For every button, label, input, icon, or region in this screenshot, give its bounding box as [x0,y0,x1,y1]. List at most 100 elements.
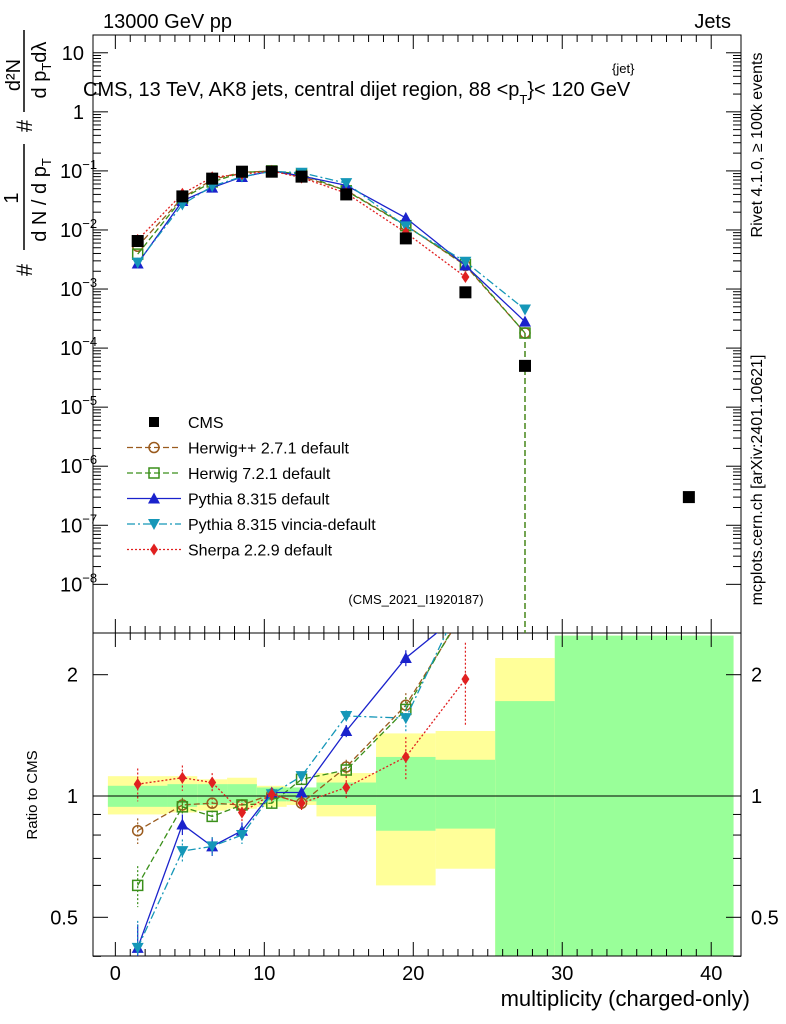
ratio-point-series-4 [401,750,410,763]
title-sup: {jet} [612,61,635,76]
main-ylabel: # 1 d N / d pT # d²N d pTdλ [1,30,54,276]
ratio-point-series-0 [131,824,144,837]
title-suffix: }< 120 GeV [527,79,631,101]
band-inner-3 [227,784,257,804]
main-point-series-2 [399,211,412,223]
main-line-series-1 [137,170,526,334]
legend-label-4: Pythia 8.315 vincia-default [188,517,376,534]
main-series-layer [131,164,695,633]
ratio-point-series-4 [342,781,351,794]
ylabel-dpt-dlambda: d pTdλ [29,42,54,99]
analysis-id: (CMS_2021_I1920187) [348,592,483,607]
xtick-label: 10 [253,963,275,985]
ytick-label-main: 1 [73,102,84,124]
ratio-point-series-3 [399,713,412,725]
main-line-series-3 [137,170,526,311]
beam-label: 13000 GeV pp [103,11,232,33]
ratio-point-series-4 [237,806,246,819]
ytick-label-ratio-right: 2 [751,665,762,687]
ytick-label-main: 10−8 [60,570,97,596]
title-prefix: CMS, 13 TeV, AK8 jets, central dijet reg… [83,79,519,101]
ytick-label-ratio-left: 2 [67,665,78,687]
legend-label-1: Herwig++ 2.7.1 default [188,441,350,458]
legend-item-4: Pythia 8.315 vincia-default [127,517,376,534]
ytick-label-ratio-left: 1 [67,786,78,808]
ratio-series-layer [131,633,470,956]
ylabel-dn-dpt: d N / d pT [29,158,54,242]
legend-item-3: Pythia 8.315 default [127,492,330,509]
band-inner-1 [167,784,198,807]
axis-ticks [93,34,741,957]
xtick-label: 0 [110,963,121,985]
ratio-point-series-3 [235,830,248,842]
ytick-label-main: 10−6 [60,452,97,478]
main-point-cms [340,188,353,201]
legend-item-2: Herwig 7.2.1 default [127,466,331,483]
main-point-cms [682,491,695,504]
main-point-series-3 [131,257,144,269]
ratio-uncertainty-bands [107,635,734,956]
main-point-series-2 [519,315,531,327]
ytick-label-ratio-left: 0.5 [50,907,78,929]
xlabel: multiplicity (charged-only) [501,986,750,1011]
ylabel-hash-1: # [12,263,37,276]
ratio-point-series-3 [295,771,308,783]
main-point-series-3 [519,304,531,316]
ratio-line-series-2 [137,633,438,949]
ytick-label-ratio-right: 0.5 [751,907,779,929]
tick-labels: 0 10 20 30 40 10 1 10−1 10−2 10−3 10−4 10−5 10−6 10−7… [50,43,779,985]
ratio-point-series-4 [297,797,306,810]
main-point-cms [206,172,219,185]
ytick-label-ratio-right: 1 [751,786,762,808]
main-point-cms [295,170,308,183]
main-point-cms [399,232,412,245]
legend-label-3: Pythia 8.315 default [188,492,330,509]
main-point-cms [176,190,189,203]
legend-marker-4 [148,519,160,530]
legend: CMS Herwig++ 2.7.1 default Herwig 7.2.1 de… [127,415,376,560]
ytick-label-main: 10−4 [60,334,97,360]
rivet-label: Rivet 4.1.0, ≥ 100k events [749,53,766,238]
band-inner-8 [435,759,496,829]
legend-label-5: Sherpa 2.2.9 default [188,543,333,560]
ytick-label-main: 10−1 [60,157,97,183]
legend-label-0: CMS [188,415,224,432]
main-point-series-4 [461,270,470,283]
ratio-point-series-4 [267,788,276,801]
legend-marker-2 [148,467,160,479]
ylabel-one: 1 [1,192,23,203]
ratio-plot-frame [92,632,742,957]
xtick-label: 30 [551,963,573,985]
ytick-label-main: 10−3 [60,275,97,301]
xtick-label: 20 [402,963,424,985]
legend-item-0: CMS [149,415,224,432]
ratio-point-series-3 [131,942,144,954]
main-point-series-3 [340,178,353,190]
ratio-point-series-1 [206,810,218,823]
main-line-series-2 [137,170,526,323]
ratio-line-series-1 [137,633,451,886]
ratio-point-series-2 [340,724,353,736]
main-point-cms [131,235,144,248]
ytick-label-main: 10−7 [60,511,97,537]
legend-marker-3 [148,492,160,504]
xtick-label: 40 [700,963,722,985]
main-point-series-1 [519,327,531,339]
legend-item-5: Sherpa 2.2.9 default [127,543,333,560]
main-point-cms [519,359,531,372]
ytick-label-main: 10−5 [60,393,97,419]
ratio-point-series-2 [295,786,308,798]
ratio-point-series-2 [399,652,412,664]
ratio-point-series-3 [206,841,219,853]
main-point-cms [459,286,472,299]
ratio-point-series-4 [208,776,217,789]
main-line-series-4 [137,170,466,278]
ratio-point-series-3 [340,710,353,722]
band-inner-10 [554,635,734,956]
legend-item-1: Herwig++ 2.7.1 default [127,441,350,458]
ylabel-hash-2: # [12,119,37,132]
band-inner-9 [495,701,555,956]
category-label: Jets [694,11,731,33]
source-label: mcplots.cern.ch [arXiv:2401.10621] [749,355,766,606]
